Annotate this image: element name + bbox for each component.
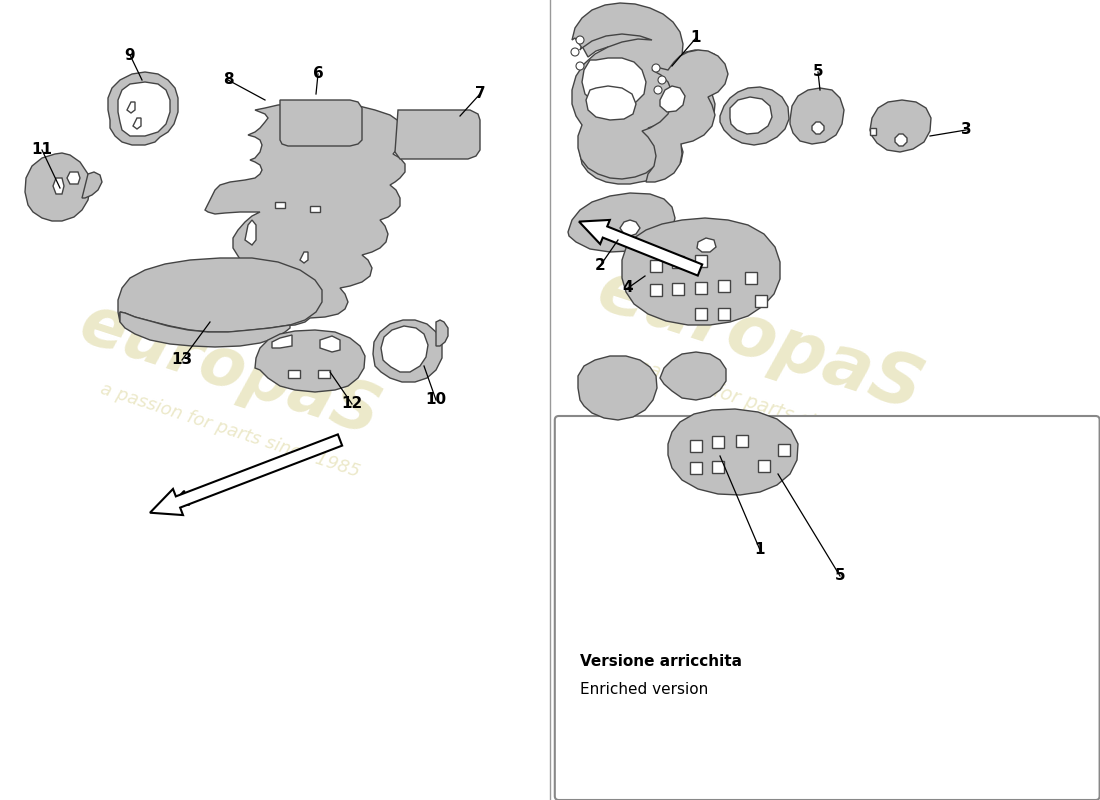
Polygon shape bbox=[118, 82, 170, 136]
Circle shape bbox=[576, 62, 584, 70]
Polygon shape bbox=[586, 86, 636, 120]
Polygon shape bbox=[650, 284, 662, 296]
Polygon shape bbox=[755, 295, 767, 307]
Polygon shape bbox=[108, 72, 178, 145]
Polygon shape bbox=[758, 460, 770, 472]
Polygon shape bbox=[255, 330, 365, 392]
Text: 10: 10 bbox=[426, 393, 447, 407]
Polygon shape bbox=[672, 256, 684, 268]
Polygon shape bbox=[582, 58, 646, 106]
Polygon shape bbox=[120, 312, 290, 347]
Polygon shape bbox=[25, 153, 90, 221]
FancyArrow shape bbox=[579, 220, 702, 275]
Polygon shape bbox=[275, 202, 285, 208]
Polygon shape bbox=[650, 260, 662, 272]
Circle shape bbox=[571, 48, 579, 56]
Polygon shape bbox=[812, 122, 824, 134]
Polygon shape bbox=[572, 3, 683, 179]
Polygon shape bbox=[578, 30, 723, 184]
Polygon shape bbox=[381, 326, 428, 372]
Text: 9: 9 bbox=[124, 47, 135, 62]
Polygon shape bbox=[280, 100, 362, 146]
Text: 5: 5 bbox=[813, 65, 823, 79]
Polygon shape bbox=[690, 440, 702, 452]
Text: 4: 4 bbox=[623, 281, 634, 295]
Polygon shape bbox=[695, 255, 707, 267]
FancyBboxPatch shape bbox=[554, 416, 1100, 800]
Polygon shape bbox=[730, 97, 772, 134]
Polygon shape bbox=[588, 368, 636, 396]
Polygon shape bbox=[672, 357, 712, 386]
Polygon shape bbox=[672, 283, 684, 295]
Polygon shape bbox=[620, 220, 640, 236]
Text: 1: 1 bbox=[755, 542, 766, 558]
Polygon shape bbox=[205, 103, 405, 326]
Polygon shape bbox=[373, 320, 442, 382]
Polygon shape bbox=[118, 258, 322, 332]
Polygon shape bbox=[712, 461, 724, 473]
Polygon shape bbox=[718, 308, 730, 320]
Text: 6: 6 bbox=[312, 66, 323, 82]
Polygon shape bbox=[320, 336, 340, 352]
Polygon shape bbox=[718, 280, 730, 292]
Text: 5: 5 bbox=[835, 569, 845, 583]
Polygon shape bbox=[133, 118, 141, 129]
Polygon shape bbox=[67, 172, 80, 184]
Polygon shape bbox=[621, 218, 780, 325]
Text: europaS: europaS bbox=[588, 255, 932, 425]
Polygon shape bbox=[745, 272, 757, 284]
Text: 11: 11 bbox=[32, 142, 53, 158]
Polygon shape bbox=[895, 134, 908, 146]
Polygon shape bbox=[318, 370, 330, 378]
Text: Versione arricchita: Versione arricchita bbox=[580, 654, 742, 670]
Polygon shape bbox=[590, 383, 630, 407]
Polygon shape bbox=[778, 444, 790, 456]
FancyArrow shape bbox=[150, 434, 342, 515]
Polygon shape bbox=[272, 335, 292, 348]
Polygon shape bbox=[736, 435, 748, 447]
Text: europaS: europaS bbox=[72, 290, 388, 450]
Circle shape bbox=[654, 86, 662, 94]
Polygon shape bbox=[668, 409, 797, 495]
Polygon shape bbox=[578, 356, 657, 420]
Polygon shape bbox=[660, 352, 726, 400]
Polygon shape bbox=[870, 100, 931, 152]
Text: 7: 7 bbox=[475, 86, 485, 102]
Text: 3: 3 bbox=[960, 122, 971, 138]
Polygon shape bbox=[695, 308, 707, 320]
Polygon shape bbox=[695, 282, 707, 294]
Polygon shape bbox=[720, 87, 789, 145]
Polygon shape bbox=[568, 193, 675, 252]
Text: a passion for parts since 1985: a passion for parts since 1985 bbox=[98, 379, 362, 481]
Polygon shape bbox=[690, 462, 702, 474]
Circle shape bbox=[576, 36, 584, 44]
Text: a passion for parts since 1985: a passion for parts since 1985 bbox=[617, 350, 903, 459]
Polygon shape bbox=[712, 436, 724, 448]
Polygon shape bbox=[870, 128, 876, 135]
Text: Enriched version: Enriched version bbox=[580, 682, 708, 698]
Text: 1: 1 bbox=[691, 30, 702, 46]
Polygon shape bbox=[288, 370, 300, 378]
Text: 13: 13 bbox=[172, 353, 192, 367]
Polygon shape bbox=[436, 320, 448, 346]
Text: 12: 12 bbox=[341, 397, 363, 411]
Polygon shape bbox=[245, 220, 256, 245]
Polygon shape bbox=[790, 88, 844, 144]
Polygon shape bbox=[300, 252, 308, 263]
Polygon shape bbox=[395, 110, 480, 159]
Circle shape bbox=[658, 76, 666, 84]
Polygon shape bbox=[697, 238, 716, 252]
Polygon shape bbox=[310, 206, 320, 212]
Circle shape bbox=[652, 64, 660, 72]
Text: 2: 2 bbox=[595, 258, 605, 274]
Polygon shape bbox=[82, 172, 102, 198]
Polygon shape bbox=[53, 178, 64, 194]
Polygon shape bbox=[126, 102, 135, 113]
Polygon shape bbox=[642, 50, 728, 182]
Text: 8: 8 bbox=[222, 73, 233, 87]
Polygon shape bbox=[660, 86, 685, 112]
